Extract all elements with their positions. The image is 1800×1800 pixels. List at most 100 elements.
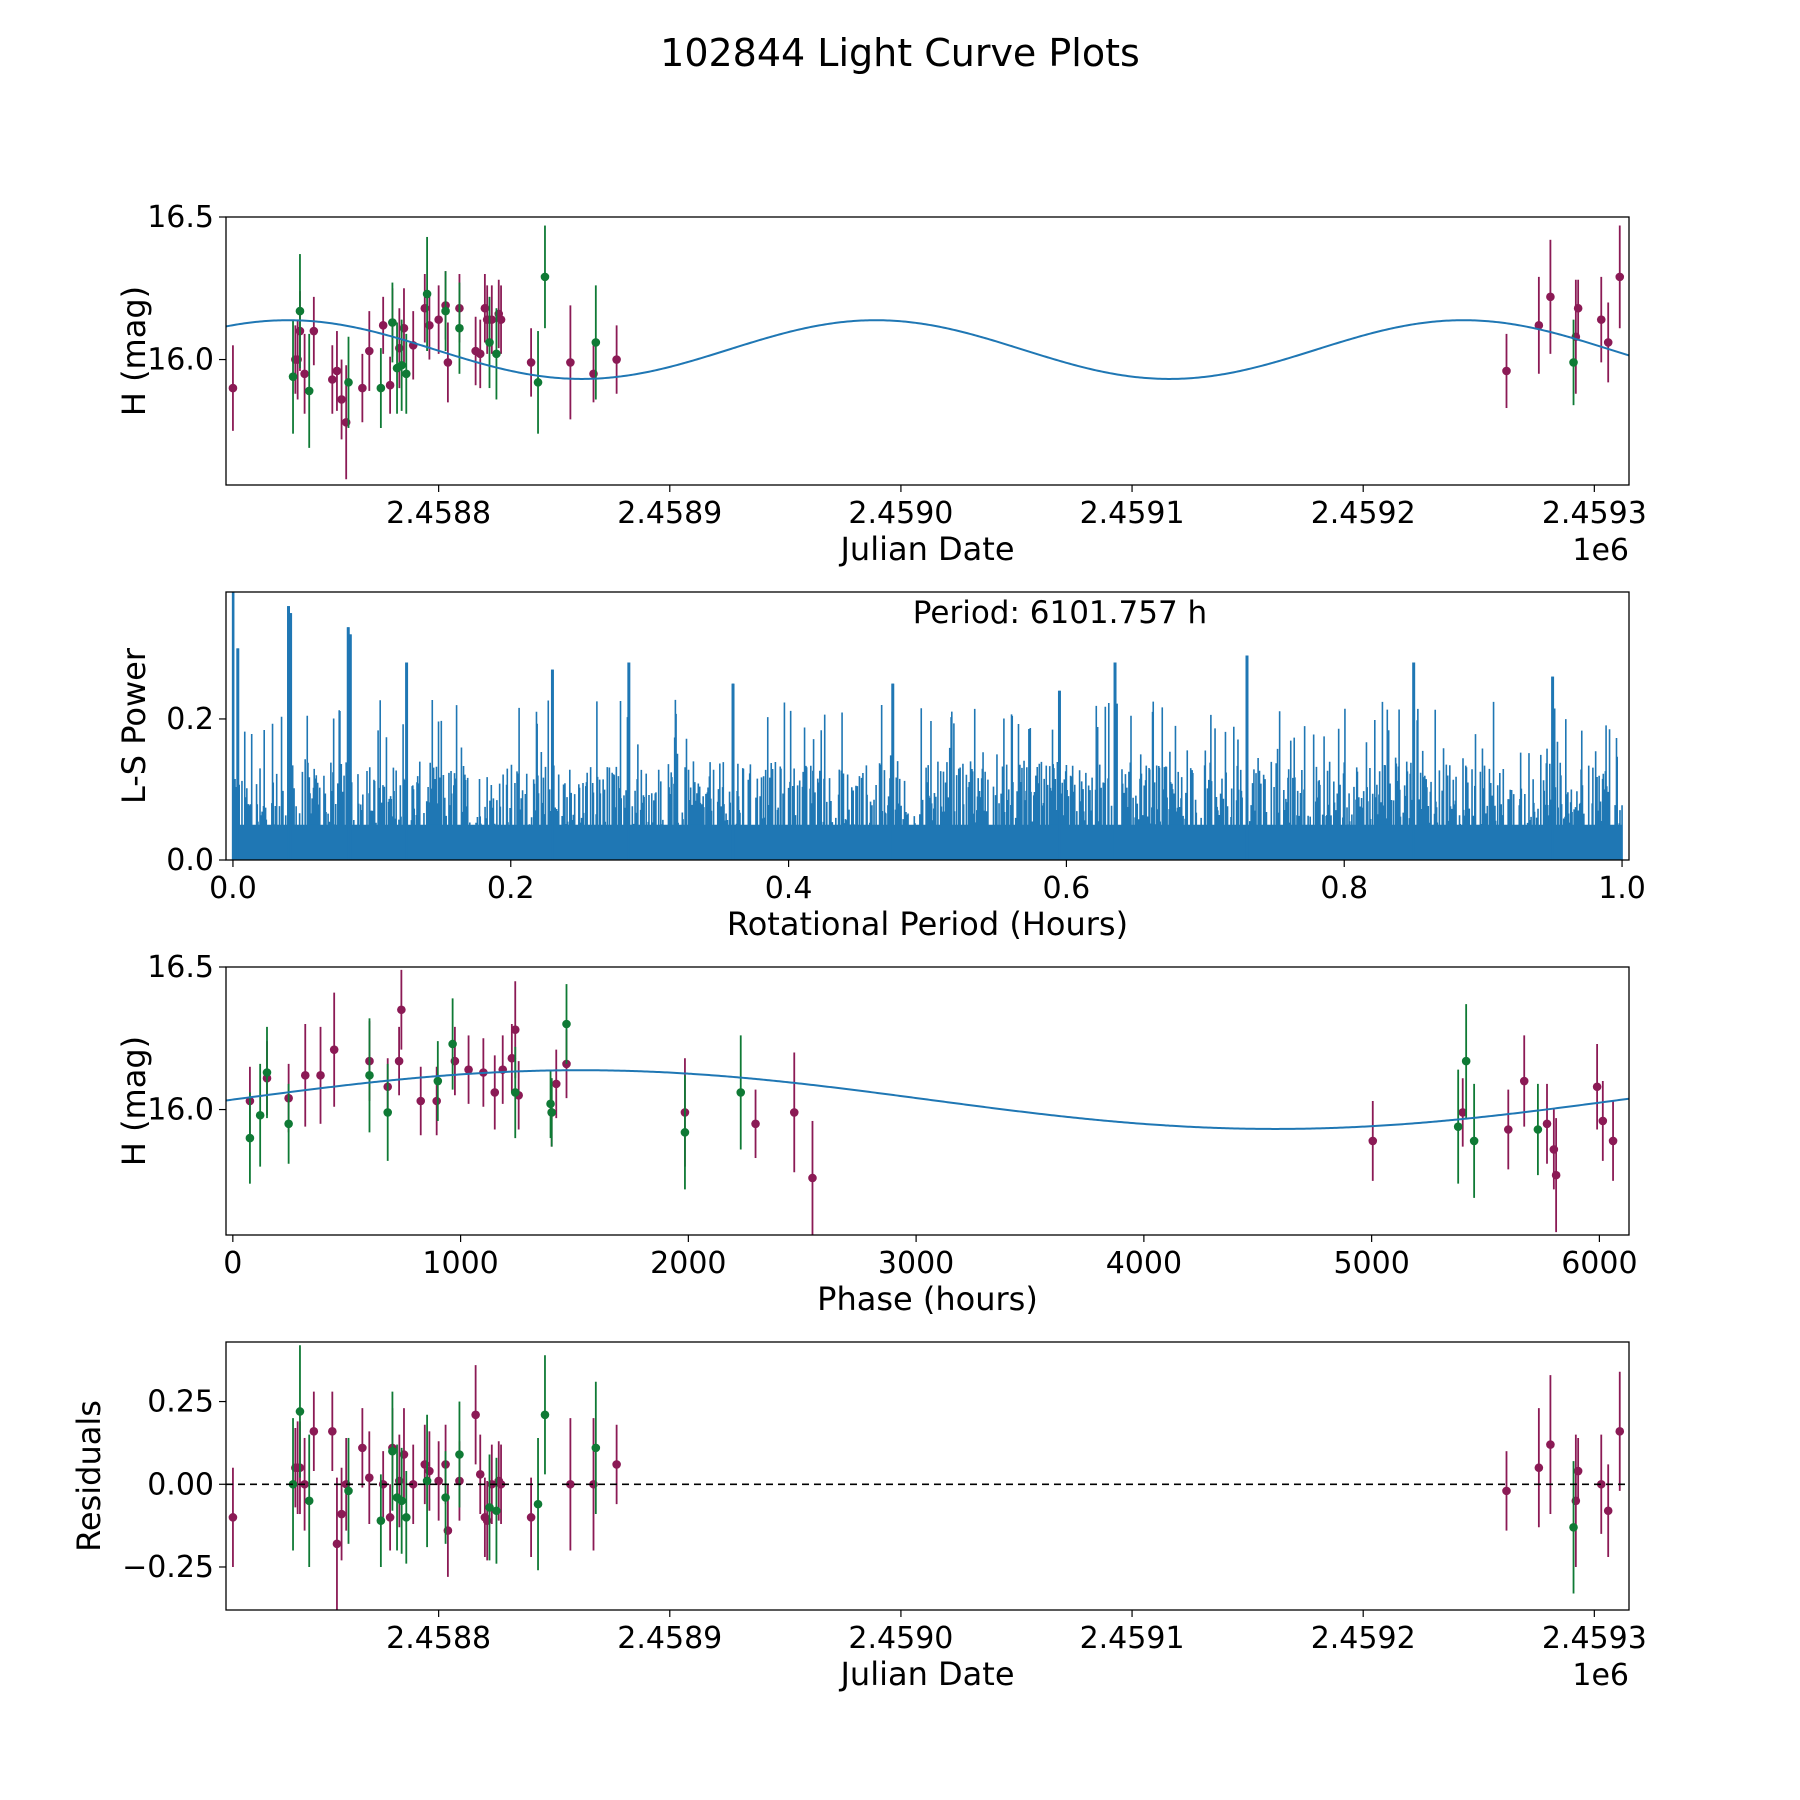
x-tick-label: 2.4589 bbox=[617, 1621, 722, 1656]
x-tick-label: 2000 bbox=[650, 1246, 726, 1281]
data-point bbox=[496, 1479, 506, 1489]
data-point bbox=[422, 1476, 432, 1486]
data-point bbox=[1534, 1463, 1544, 1473]
data-point bbox=[510, 1025, 520, 1035]
data-point bbox=[507, 1053, 517, 1063]
y-tick-label: −0.25 bbox=[122, 1550, 214, 1585]
data-point bbox=[300, 369, 309, 379]
data-point bbox=[566, 358, 575, 367]
x-tick-label: 2.4593 bbox=[1542, 496, 1647, 531]
data-point bbox=[1519, 1076, 1529, 1086]
data-point bbox=[337, 1509, 346, 1519]
data-point bbox=[808, 1173, 817, 1183]
data-point bbox=[304, 1496, 314, 1506]
data-point bbox=[397, 1496, 406, 1506]
data-point bbox=[401, 1513, 411, 1522]
x-tick-label: 2.4591 bbox=[1080, 496, 1185, 531]
figure-title: 102844 Light Curve Plots bbox=[660, 31, 1140, 75]
axes-frame bbox=[225, 1341, 1630, 1611]
plot-area bbox=[226, 1345, 1629, 1610]
x-axis-label: Rotational Period (Hours) bbox=[727, 905, 1128, 943]
data-point bbox=[1603, 338, 1613, 347]
data-point bbox=[288, 372, 298, 381]
x-tick-label: 2.4590 bbox=[848, 1621, 953, 1656]
data-point bbox=[1546, 1440, 1555, 1449]
data-point bbox=[441, 1493, 450, 1502]
data-point bbox=[358, 1443, 367, 1453]
data-point bbox=[365, 1071, 374, 1080]
data-point bbox=[492, 349, 501, 359]
x-tick-label: 2.4591 bbox=[1080, 1621, 1185, 1656]
period-annotation: Period: 6101.757 h bbox=[913, 595, 1207, 631]
data-point bbox=[485, 1503, 494, 1512]
panel-residuals: 2.4588 2.4589 2.4590 2.4591 2.4592 2.4593 −0.2… bbox=[70, 1341, 1647, 1693]
data-point bbox=[1596, 315, 1606, 324]
x-tick-label: 3000 bbox=[878, 1246, 954, 1281]
x-axis-label: Phase (hours) bbox=[817, 1280, 1038, 1318]
data-point bbox=[385, 1513, 395, 1522]
y-axis-label: Residuals bbox=[70, 1400, 108, 1552]
data-point bbox=[245, 1133, 255, 1143]
y-tick-label: 0.2 bbox=[166, 702, 214, 737]
data-point bbox=[365, 346, 374, 356]
data-point bbox=[471, 1410, 480, 1420]
y-tick-label: 0.25 bbox=[147, 1385, 214, 1420]
y-tick-label: 16.5 bbox=[147, 200, 214, 235]
x-tick-label: 2.4588 bbox=[386, 496, 491, 531]
x-tick-label: 1000 bbox=[422, 1246, 498, 1281]
data-point bbox=[751, 1119, 760, 1129]
x-axis-label: Julian Date bbox=[838, 530, 1014, 568]
data-point bbox=[546, 1099, 555, 1109]
data-point bbox=[443, 358, 453, 367]
data-point bbox=[1453, 1122, 1463, 1131]
y-tick-label: 16.0 bbox=[147, 343, 214, 378]
series-filter-b bbox=[288, 1345, 1578, 1594]
data-point bbox=[376, 383, 386, 393]
data-point bbox=[388, 1446, 397, 1456]
data-point bbox=[304, 386, 314, 396]
x-tick-label: 0 bbox=[223, 1246, 242, 1281]
data-point bbox=[496, 315, 506, 324]
x-axis-label: Julian Date bbox=[838, 1655, 1014, 1693]
series-filter-a bbox=[245, 969, 1618, 1235]
data-point bbox=[533, 378, 543, 387]
data-point bbox=[566, 1479, 575, 1489]
data-point bbox=[533, 1499, 543, 1509]
data-point bbox=[1546, 292, 1555, 302]
data-point bbox=[295, 1407, 305, 1416]
x-tick-label: 4000 bbox=[1106, 1246, 1182, 1281]
x-offset-label: 1e6 bbox=[1572, 1658, 1629, 1693]
data-point bbox=[547, 1108, 556, 1117]
series-filter-b bbox=[245, 984, 1543, 1198]
data-point bbox=[1461, 1056, 1471, 1066]
data-point bbox=[383, 1108, 393, 1117]
data-point bbox=[434, 315, 443, 324]
data-point bbox=[612, 1460, 621, 1469]
x-tick-label: 0.2 bbox=[487, 871, 535, 906]
data-point bbox=[1503, 1125, 1513, 1134]
y-axis-label: L-S Power bbox=[115, 647, 153, 804]
data-point bbox=[562, 1019, 571, 1029]
data-point bbox=[455, 323, 464, 333]
data-point bbox=[551, 1079, 561, 1089]
axes-frame bbox=[225, 591, 1630, 861]
y-tick-label: 16.0 bbox=[147, 1093, 214, 1128]
data-point bbox=[328, 375, 337, 384]
data-point bbox=[397, 1005, 406, 1015]
series-filter-b bbox=[288, 225, 1578, 448]
data-point bbox=[1598, 1116, 1608, 1126]
data-point bbox=[388, 318, 397, 327]
data-point bbox=[464, 1065, 473, 1074]
data-point bbox=[394, 1056, 404, 1066]
y-axis-label: H (mag) bbox=[115, 286, 153, 416]
panel-light-curve: 2.4588 2.4589 2.4590 2.4591 2.4592 2.4593 16.0… bbox=[115, 200, 1647, 568]
data-point bbox=[540, 272, 550, 282]
data-point bbox=[612, 355, 621, 364]
plot-area bbox=[226, 969, 1629, 1235]
axes-frame bbox=[225, 216, 1630, 486]
data-point bbox=[1542, 1119, 1552, 1129]
data-point bbox=[441, 306, 450, 316]
data-point bbox=[288, 1479, 298, 1489]
x-tick-label: 0.6 bbox=[1043, 871, 1091, 906]
